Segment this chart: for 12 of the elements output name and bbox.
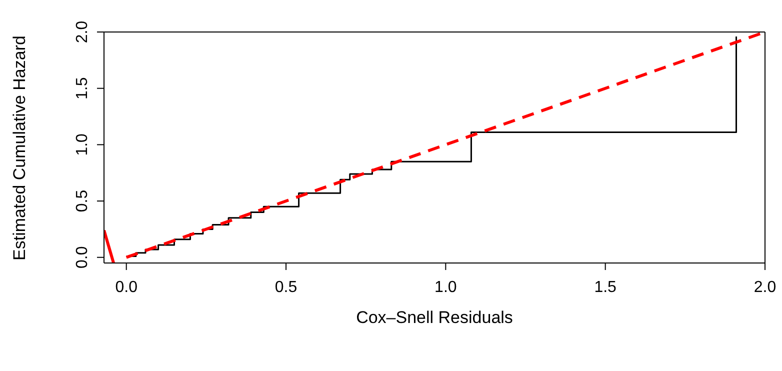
y-tick-label: 0.5: [74, 190, 91, 212]
y-tick-label: 1.0: [74, 133, 91, 156]
y-axis-title: Estimated Cumulative Hazard: [10, 34, 30, 262]
x-tick-label: 0.5: [274, 279, 298, 296]
x-tick-label: 2.0: [754, 279, 776, 296]
y-tick-label: 1.5: [74, 77, 91, 100]
x-tick-label: 1.0: [434, 279, 457, 296]
x-tick-label: 1.5: [594, 279, 617, 296]
y-tick-label: 0.0: [74, 246, 91, 268]
x-axis-title: Cox–Snell Residuals: [355, 308, 514, 328]
y-tick-label: 2.0: [74, 20, 91, 44]
x-tick-label: 0.0: [115, 279, 138, 296]
